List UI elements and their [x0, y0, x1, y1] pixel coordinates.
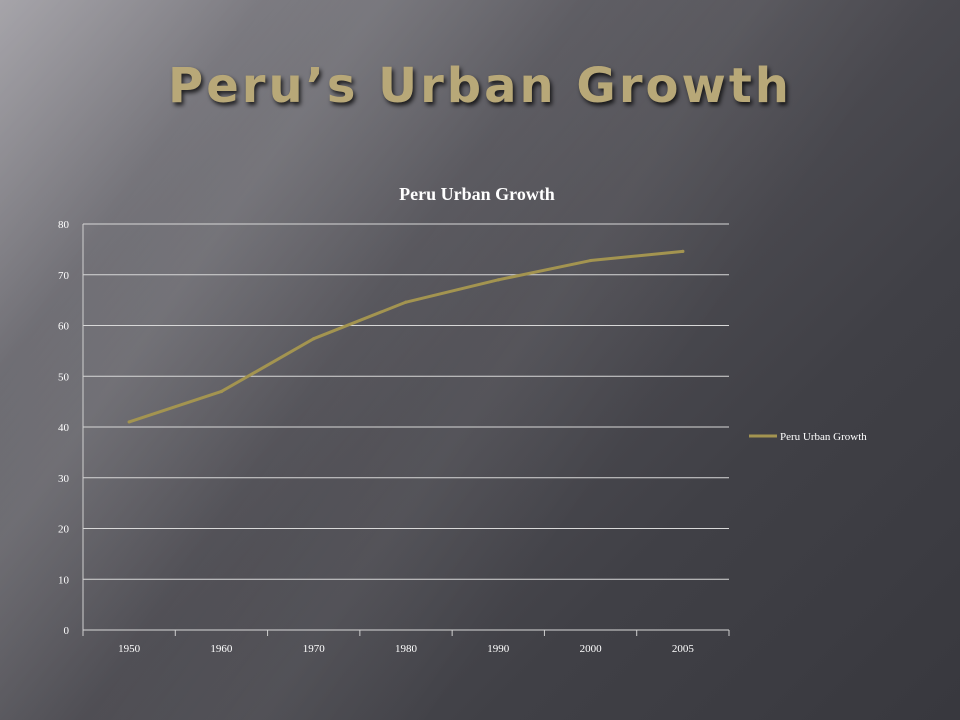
x-tick-label: 1960 [210, 643, 233, 655]
y-tick-label: 0 [64, 625, 70, 637]
y-tick-label: 70 [58, 270, 70, 282]
chart-legend: Peru Urban Growth [749, 431, 867, 443]
x-axis-ticks: 1950 1960 1970 1980 1990 2000 2005 [82, 630, 730, 655]
y-tick-label: 20 [58, 524, 70, 536]
x-tick-label: 1990 [487, 643, 510, 655]
chart-gridlines [82, 223, 729, 631]
y-axis-ticks: 0 10 20 30 40 50 60 70 80 [58, 219, 70, 637]
chart-plot-area [127, 249, 685, 424]
data-point [127, 420, 131, 424]
y-tick-label: 80 [58, 219, 70, 231]
slide-title: Peru’s Urban Growth [168, 58, 792, 114]
series-line [128, 249, 684, 424]
data-point [404, 300, 408, 304]
x-tick-label: 1970 [303, 643, 326, 655]
data-point [681, 249, 685, 254]
y-tick-label: 10 [58, 574, 70, 586]
y-tick-label: 30 [58, 473, 70, 485]
x-tick-label: 2000 [580, 643, 603, 655]
legend-label: Peru Urban Growth [780, 431, 867, 443]
x-tick-label: 2005 [672, 643, 695, 655]
chart-title: Peru Urban Growth [399, 184, 555, 204]
data-point [588, 258, 593, 263]
y-tick-label: 50 [58, 371, 70, 383]
y-tick-label: 60 [58, 321, 70, 333]
data-point [219, 389, 224, 394]
data-point [312, 337, 316, 341]
x-tick-label: 1950 [118, 643, 141, 655]
x-tick-label: 1980 [395, 643, 418, 655]
y-tick-label: 40 [58, 422, 70, 434]
data-point [496, 278, 500, 282]
